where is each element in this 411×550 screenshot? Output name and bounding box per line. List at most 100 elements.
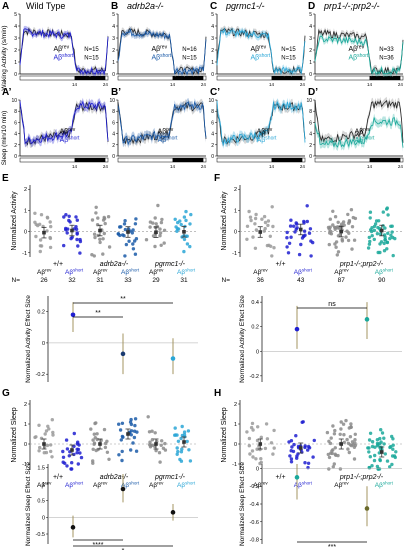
short-trace [314,116,404,148]
median-mark [42,442,46,446]
dark-bar [172,76,204,80]
light-bar [216,75,306,81]
data-point [292,442,296,447]
data-point [378,436,382,441]
data-point [332,432,337,436]
data-point [375,232,380,236]
legend-short: Aβshort [158,136,178,145]
group-label-rev: Aβrev [37,268,52,277]
data-point [101,237,105,241]
data-point [254,228,259,232]
data-point [150,438,155,442]
data-point [370,226,374,230]
data-point [382,436,386,440]
data-point [251,455,255,459]
tick-label: 3 [14,36,17,42]
data-point [70,235,74,239]
sig-label: ** [120,296,126,303]
data-point [254,212,258,217]
ylabel: Normalized Activity [221,191,228,251]
data-point [78,239,83,244]
legend-n-short: N=36 [379,56,394,62]
genotype-label: +/+ [275,474,285,481]
tick-label: 6 [14,120,17,126]
time-tick: 24 [300,82,306,87]
legend-short: Aβshort [53,53,73,62]
ylabel-waking: Waking Activity (s/min) [1,25,8,90]
light-bar [19,157,109,163]
data-point [247,436,252,441]
group-label-short: Aβshort [65,481,84,490]
data-point [346,238,351,243]
data-point [120,449,124,454]
data-point [289,449,293,453]
legend-n-rev: N=15 [84,47,99,53]
data-point [130,231,134,235]
data-point [153,216,157,220]
tick-label: -1 [232,251,237,257]
data-point [393,455,397,460]
tick-label: 5 [14,12,17,18]
short-band [118,26,206,77]
data-point [151,221,155,225]
time-tick: 14 [269,164,275,169]
data-point [334,245,338,249]
legend-short: Aβshort [60,136,80,145]
rev-trace [314,28,404,75]
data-point [268,234,272,238]
data-point [251,428,255,432]
tick-label: -1 [232,462,237,468]
data-point [285,236,289,240]
data-point [123,219,127,223]
effect-panel-g: 1.5 1 0.5 0 -0.5 Normalized Sleep Effect Size… [25,462,198,550]
median-mark [154,230,158,235]
data-point [306,465,310,470]
data-point [367,235,371,240]
data-point [131,441,135,445]
data-point [388,236,392,241]
data-point [368,210,373,214]
tick-label: -0.6 [250,520,259,526]
data-point [103,445,108,450]
data-point [272,446,276,450]
tick-label: 0 [234,230,237,236]
group-label-short: Aβshort [375,481,394,490]
legend-rev: Aβrev [257,127,273,136]
data-point [48,236,53,241]
data-point [117,453,121,457]
data-point [106,215,111,219]
data-point [47,427,51,431]
group-label-rev: Aβrev [253,481,268,490]
data-point [33,435,37,440]
data-point [96,216,100,220]
data-point [344,418,348,423]
data-point [43,432,47,436]
n-label: 32 [68,277,76,284]
data-point [269,244,273,248]
median-mark [154,442,158,446]
group-label-short: Aβshort [294,481,313,490]
data-point [76,447,81,452]
data-point [189,212,193,217]
data-point [34,234,38,239]
data-point [376,225,380,230]
sig-label: ** [95,310,101,317]
data-point [332,462,336,466]
time-tick: 24 [103,164,109,169]
data-point [289,235,293,239]
data-point [254,457,258,461]
effect-point [364,506,370,511]
legend-rev: Aβrev [53,45,69,54]
panel-letter-c: C [210,1,217,12]
data-point [327,455,332,460]
data-point [347,221,351,225]
data-point [70,461,74,465]
tick-label: 0 [256,349,259,355]
legend-rev: Aβrev [355,127,371,136]
group-label-rev: Aβrev [334,268,349,277]
ylabel-effect: Normalized Activity Effect Size [239,295,246,383]
group-label-short: Aβshort [65,268,84,277]
data-point [102,231,107,236]
